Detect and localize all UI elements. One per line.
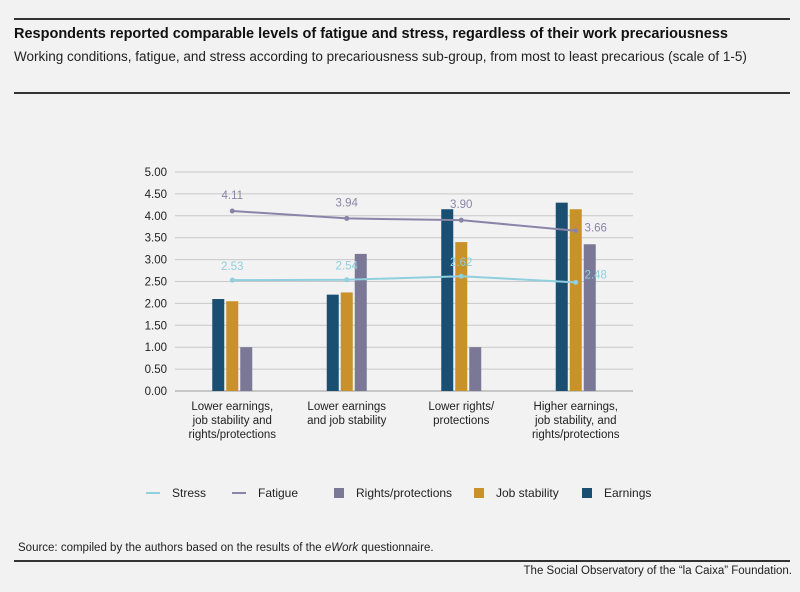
y-tick-label: 5.00 xyxy=(145,167,167,179)
y-tick-label: 3.00 xyxy=(145,255,167,267)
point-stress xyxy=(344,277,350,283)
bar-earnings xyxy=(212,299,225,391)
legend-item-stress: Stress xyxy=(146,486,206,500)
legend-item-earnings: Earnings xyxy=(582,486,651,500)
y-tick-label: 2.50 xyxy=(145,277,167,289)
data-label-stress: 2.53 xyxy=(221,261,243,273)
x-category-label: Lower earnings and job stability xyxy=(307,401,387,427)
x-category-label-line: and job stability xyxy=(307,415,387,427)
x-category-label-line: rights/protections xyxy=(188,429,276,441)
source-italic: eWork xyxy=(324,542,359,554)
data-label-stress: 2.62 xyxy=(450,257,472,269)
header-rule xyxy=(14,92,790,94)
x-category-label-line: Higher earnings, xyxy=(534,401,618,413)
legend-label-job-stability: Job stability xyxy=(496,486,559,500)
legend-swatch-rights xyxy=(334,488,344,498)
point-fatigue xyxy=(458,217,464,223)
source-prefix: Source: compiled by the authors based on… xyxy=(18,542,325,554)
bar-job-stability xyxy=(455,242,468,391)
legend: Stress Fatigue Rights/protections Job st… xyxy=(0,486,800,504)
point-fatigue xyxy=(344,215,350,221)
bar-rights-protections xyxy=(354,253,367,391)
point-stress xyxy=(573,279,579,285)
series-line-stress xyxy=(232,275,576,284)
series-line-fatigue xyxy=(232,209,576,232)
chart-subtitle: Working conditions, fatigue, and stress … xyxy=(14,49,747,64)
legend-swatch-stress xyxy=(146,492,160,494)
y-tick-label: 4.00 xyxy=(145,211,167,223)
point-stress xyxy=(458,273,464,279)
y-tick-label: 2.00 xyxy=(145,298,167,310)
point-stress xyxy=(229,277,235,283)
bar-earnings xyxy=(555,202,568,391)
legend-item-rights: Rights/protections xyxy=(334,486,452,500)
source-suffix: questionnaire. xyxy=(358,542,434,554)
legend-swatch-job-stability xyxy=(474,488,484,498)
data-label-stress: 2.54 xyxy=(336,261,359,273)
bar-rights-protections xyxy=(583,244,596,391)
bar-job-stability xyxy=(226,301,239,391)
x-category-label-line: protections xyxy=(433,415,490,427)
bar-earnings xyxy=(326,294,339,391)
x-category-label-line: job stability, and xyxy=(534,415,617,427)
legend-label-fatigue: Fatigue xyxy=(258,486,299,500)
y-tick-label: 1.00 xyxy=(145,342,167,354)
footer-rule xyxy=(14,560,790,562)
data-label-fatigue: 3.66 xyxy=(585,223,607,235)
x-category-label: Higher earnings, job stability, and rights… xyxy=(532,401,620,441)
legend-swatch-earnings xyxy=(582,488,592,498)
legend-label-rights: Rights/protections xyxy=(356,486,453,500)
legend-item-fatigue: Fatigue xyxy=(232,486,298,500)
legend-label-earnings: Earnings xyxy=(604,486,652,500)
data-label-fatigue: 4.11 xyxy=(221,190,243,202)
source-note: Source: compiled by the authors based on… xyxy=(18,542,434,554)
point-fatigue xyxy=(573,228,579,234)
x-category-label-line: rights/protections xyxy=(532,429,620,441)
y-tick-label: 3.50 xyxy=(145,233,167,245)
point-fatigue xyxy=(229,208,235,214)
x-category-label-line: job stability and xyxy=(192,415,272,427)
bar-earnings xyxy=(441,209,454,391)
x-category-label-line: Lower earnings xyxy=(307,401,386,413)
legend-swatch-fatigue xyxy=(232,492,246,494)
credit-note: The Social Observatory of the “la Caixa”… xyxy=(523,565,792,577)
x-category-label: Lower rights/protections xyxy=(428,401,495,427)
bar-rights-protections xyxy=(240,347,253,391)
top-rule xyxy=(14,18,790,20)
data-label-fatigue: 3.94 xyxy=(336,197,359,209)
x-category-label-line: Lower rights/ xyxy=(428,401,495,413)
y-tick-label: 0.00 xyxy=(145,386,167,398)
bar-rights-protections xyxy=(469,347,482,391)
legend-label-stress: Stress xyxy=(172,486,207,500)
data-label-stress: 2.48 xyxy=(585,269,607,281)
chart-title: Respondents reported comparable levels o… xyxy=(14,26,728,42)
bar-job-stability xyxy=(340,292,353,391)
x-category-label-line: Lower earnings, xyxy=(191,401,273,413)
y-tick-label: 1.50 xyxy=(145,320,167,332)
bar-job-stability xyxy=(569,209,582,391)
x-category-label: Lower earnings, job stability and rights/p… xyxy=(188,401,276,441)
data-label-fatigue: 3.90 xyxy=(450,199,472,211)
chart-area: 0.00 0.50 1.00 1.50 2.00 2.50 3.00 3.50 4.00 4.50… xyxy=(145,167,633,441)
legend-item-job-stability: Job stability xyxy=(474,486,559,500)
y-tick-label: 4.50 xyxy=(145,189,167,201)
y-tick-label: 0.50 xyxy=(145,364,167,376)
